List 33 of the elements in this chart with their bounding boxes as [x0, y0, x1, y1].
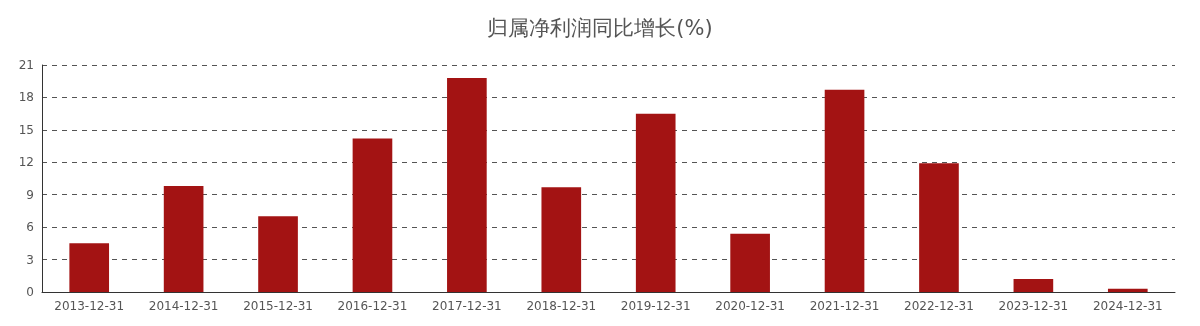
chart-title: 归属净利润同比增长(%)	[487, 15, 713, 40]
x-tick-label: 2021-12-31	[809, 299, 880, 313]
x-tick-label: 2014-12-31	[148, 299, 219, 313]
x-tick-label: 2023-12-31	[998, 299, 1069, 313]
x-tick-label: 2019-12-31	[620, 299, 691, 313]
x-tick-label: 2017-12-31	[432, 299, 502, 313]
y-tick-label: 3	[26, 252, 34, 267]
bar	[824, 89, 865, 292]
y-tick-label: 9	[26, 187, 34, 202]
bar	[730, 233, 770, 292]
x-tick-label: 2022-12-31	[904, 299, 974, 313]
bar	[69, 243, 110, 292]
bar	[541, 187, 582, 292]
x-tick-label: 2016-12-31	[337, 299, 408, 313]
x-tick-label: 2013-12-31	[54, 299, 125, 313]
bar	[258, 216, 298, 292]
x-tick-label: 2020-12-31	[715, 299, 785, 313]
bar	[635, 113, 676, 292]
y-tick-label: 0	[26, 285, 34, 299]
x-tick-label: 2024-12-31	[1092, 299, 1163, 313]
bar	[1107, 288, 1148, 292]
y-tick-label: 6	[26, 220, 34, 235]
x-tick-label: 2018-12-31	[526, 299, 597, 313]
y-tick-label: 21	[18, 58, 34, 72]
y-tick-label: 15	[18, 122, 34, 137]
bar	[352, 138, 393, 292]
bar	[1013, 279, 1054, 292]
bar	[447, 77, 487, 292]
bar	[919, 163, 959, 292]
y-tick-label: 12	[18, 155, 34, 170]
bar	[163, 186, 204, 292]
x-tick-label: 2015-12-31	[243, 299, 313, 313]
y-tick-label: 18	[18, 90, 34, 105]
